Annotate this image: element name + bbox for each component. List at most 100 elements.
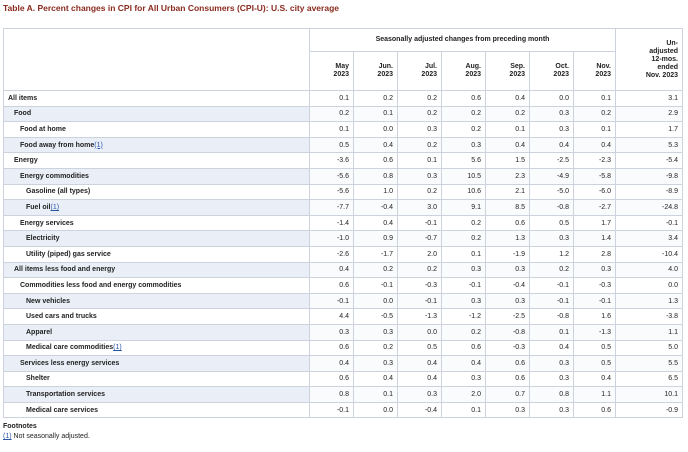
footnote-link[interactable]: (1) [94,141,103,149]
row-label: Medical care services [26,406,98,414]
column-header: Nov. 2023 [573,51,616,91]
table-row: Apparel 0.3 0.3 0.0 0.2 -0.8 0.1 -1.3 1.1 [3,323,683,341]
value-cell: -6.0 [573,183,616,201]
value-cell: 1.0 [353,183,398,201]
footnote-link[interactable]: (1) [50,203,60,211]
row-label-cell: Commodities less food and energy commodi… [3,277,310,294]
value-cell: 9.1 [441,199,486,216]
table-row: Energy -3.6 0.6 0.1 5.6 1.5 -2.5 -2.3 -5.4 [3,152,683,169]
value-cell: 10.6 [441,183,486,201]
value-cell: 0.6 [309,277,354,294]
value-cell: -2.7 [573,199,616,216]
value-cell: 0.8 [529,386,574,403]
value-cell: 0.3 [529,370,574,388]
value-cell: 0.5 [573,355,616,372]
row-label: Food at home [20,125,66,133]
table-row: Food at home 0.1 0.0 0.3 0.2 0.1 0.3 0.1 1.7 [3,121,683,138]
table-row: Commodities less food and energy commodi… [3,277,683,294]
value-cell: 0.3 [309,323,354,341]
row-label: Commodities less food and energy commodi… [20,281,182,289]
value-cell: 0.3 [485,261,530,279]
table-row: Electricity -1.0 0.9 -0.7 0.2 1.3 0.3 1.4 3.4 [3,230,683,247]
last-column-header: Un- adjusted 12-mos. ended Nov. 2023 [615,28,683,91]
value-cell: -0.3 [485,339,530,357]
table-row: Services less energy services 0.4 0.3 0.4 0.… [3,355,683,372]
value-cell: -24.8 [615,199,683,216]
value-cell: -0.1 [353,277,398,294]
value-cell: 2.3 [485,167,530,185]
column-header: Aug. 2023 [441,51,486,91]
footnote-link[interactable]: (1) [113,344,122,352]
value-cell: -0.8 [485,323,530,341]
table-body: All items 0.1 0.2 0.2 0.6 0.4 0.0 0.1 3.1 Food 0.2… [3,90,683,419]
value-cell: -0.8 [529,199,574,216]
row-label-cell: Energy commodities [3,167,310,185]
row-label-cell: Services less energy services [3,355,310,372]
row-label-cell: Energy [3,152,310,169]
value-cell: 0.1 [529,323,574,341]
footnotes: Footnotes (1) Not seasonally adjusted. [3,423,90,440]
value-cell: 1.2 [529,245,574,263]
row-label-cell: All items less food and energy [3,261,310,279]
value-cell: -1.9 [485,245,530,263]
value-cell: 0.4 [485,90,530,107]
value-cell: -0.1 [573,292,616,310]
value-cell: -1.7 [353,245,398,263]
value-cell: -5.4 [615,152,683,169]
value-cell: 0.1 [353,105,398,123]
value-cell: -2.6 [309,245,354,263]
value-cell: 0.2 [397,183,442,201]
value-cell: -1.0 [309,230,354,247]
value-cell: 0.3 [397,167,442,185]
value-cell: -7.7 [309,199,354,216]
value-cell: -5.8 [573,167,616,185]
value-cell: 2.9 [615,105,683,123]
value-cell: -0.8 [529,308,574,325]
column-header: Jun. 2023 [353,51,398,91]
value-cell: 3.1 [615,90,683,107]
column-header: Jul. 2023 [397,51,442,91]
value-cell: 0.3 [485,292,530,310]
table-title: Table A. Percent changes in CPI for All … [3,3,339,13]
column-header: May 2023 [309,51,354,91]
value-cell: -0.4 [353,199,398,216]
column-header: Sep. 2023 [485,51,530,91]
row-label-cell: All items [3,90,310,107]
table-row: Food 0.2 0.1 0.2 0.2 0.2 0.3 0.2 2.9 [3,105,683,123]
value-cell: 0.4 [353,136,398,154]
value-cell: -1.2 [441,308,486,325]
value-cell: 0.4 [353,214,398,232]
value-cell: 0.3 [529,105,574,123]
value-cell: 0.6 [485,214,530,232]
value-cell: 10.1 [615,386,683,403]
value-cell: 0.6 [441,90,486,107]
row-label: Used cars and trucks [26,313,97,321]
row-label-cell: Fuel oil(1) [3,199,310,216]
value-cell: 0.4 [309,261,354,279]
value-cell: -3.6 [309,152,354,169]
footnote-marker[interactable]: (1) [3,433,12,440]
table-row: Used cars and trucks 4.4 -0.5 -1.3 -1.2 -2.5-… [3,308,683,325]
value-cell: 0.1 [573,90,616,107]
value-cell: 1.5 [485,152,530,169]
value-cell: 0.6 [441,339,486,357]
row-label-cell: Energy services [3,214,310,232]
value-cell: -0.1 [397,214,442,232]
row-label: Food [14,110,32,118]
table-row: All items less food and energy 0.4 0.2 0.2 0… [3,261,683,279]
value-cell: 5.6 [441,152,486,169]
value-cell: 0.0 [353,121,398,138]
value-cell: 0.3 [397,121,442,138]
value-cell: -5.6 [309,183,354,201]
value-cell: 1.1 [615,323,683,341]
group-header: Seasonally adjusted changes from precedi… [309,28,616,52]
value-cell: 0.2 [441,121,486,138]
cpi-table: Seasonally adjusted changes from precedi… [3,28,683,419]
value-cell: 10.5 [441,167,486,185]
table-row: Utility (piped) gas service -2.6 -1.7 2.0 0.… [3,245,683,263]
row-label: Medical care commodities [26,344,114,352]
row-label-cell: Medical care commodities(1) [3,339,310,357]
value-cell: 0.6 [485,370,530,388]
value-cell: 0.0 [397,323,442,341]
